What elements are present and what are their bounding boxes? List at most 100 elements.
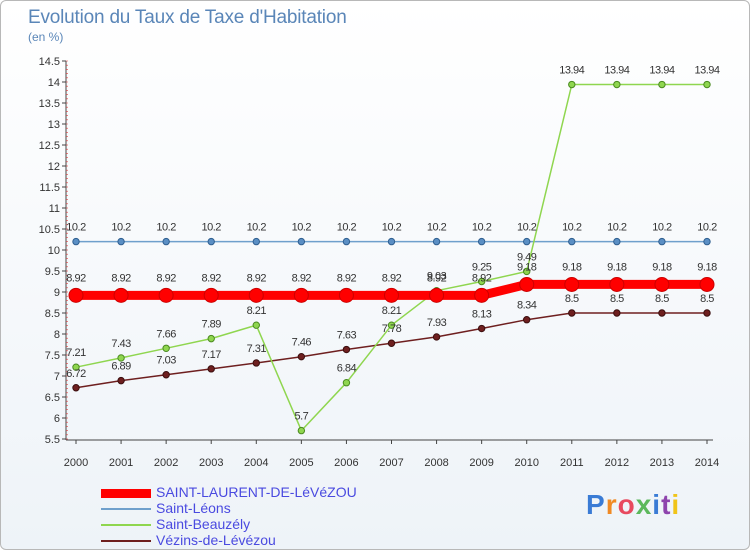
data-point-saint-laurent [474, 287, 490, 303]
legend-swatch-saint-laurent [101, 489, 151, 498]
y-tick-label: 10.5 [39, 224, 60, 236]
data-label-vezins: 8.34 [517, 300, 537, 312]
y-tick-label: 5.5 [45, 434, 60, 446]
data-point-saint-laurent [564, 276, 580, 292]
data-point-saint-beauzely [703, 80, 711, 89]
x-tick-label: 2001 [109, 457, 133, 469]
data-point-saint-beauzely [342, 379, 351, 387]
data-point-vezins [342, 345, 351, 354]
data-label-vezins: 8.5 [700, 293, 714, 305]
data-label-saint-laurent: 8.92 [382, 272, 402, 284]
data-label-saint-leons: 10.2 [427, 222, 447, 234]
data-label-saint-beauzely: 13.94 [694, 65, 719, 77]
data-label-saint-leons: 10.2 [697, 222, 717, 234]
legend-item-saint-leons: Saint-Léons [101, 500, 401, 517]
data-label-saint-leons: 10.2 [337, 222, 357, 234]
x-tick-label: 2007 [379, 457, 403, 469]
data-point-saint-laurent [384, 287, 399, 303]
data-label-saint-laurent: 9.18 [517, 261, 537, 273]
data-point-saint-beauzely [523, 267, 531, 276]
x-tick-label: 2012 [605, 457, 629, 469]
legend-label-vezins: Vézins-de-Lévézou [156, 532, 276, 548]
data-label-saint-leons: 10.2 [382, 222, 402, 234]
legend-swatch-saint-leons [101, 508, 151, 510]
data-label-saint-leons: 10.2 [156, 222, 176, 234]
data-label-saint-leons: 10.2 [292, 222, 312, 234]
data-point-saint-leons [477, 237, 486, 246]
data-point-vezins [613, 309, 621, 317]
data-point-saint-beauzely [162, 344, 170, 352]
data-label-saint-laurent: 9.18 [562, 261, 582, 273]
data-label-vezins: 7.03 [156, 355, 176, 367]
data-point-vezins [477, 324, 486, 333]
x-tick-label: 2014 [695, 457, 719, 469]
data-point-vezins [207, 365, 215, 373]
data-point-saint-laurent [68, 287, 84, 303]
data-point-saint-beauzely [477, 277, 486, 286]
y-tick-label: 13.5 [39, 98, 60, 110]
data-point-vezins [523, 316, 531, 324]
data-label-saint-leons: 10.2 [607, 222, 627, 234]
data-point-saint-beauzely [658, 80, 666, 89]
y-tick-label: 11 [49, 203, 60, 215]
data-label-saint-laurent: 8.92 [66, 272, 86, 284]
data-point-saint-laurent [429, 287, 445, 303]
data-label-saint-leons: 10.2 [202, 222, 222, 234]
x-tick-label: 2002 [154, 457, 178, 469]
y-tick-label: 10 [48, 245, 60, 257]
data-label-saint-leons: 10.2 [66, 222, 86, 234]
data-point-saint-laurent [248, 287, 264, 303]
data-point-saint-leons [207, 237, 215, 246]
data-point-vezins [117, 376, 125, 385]
data-point-vezins [387, 339, 396, 347]
data-label-saint-laurent: 8.92 [156, 272, 176, 284]
data-label-saint-laurent: 8.92 [111, 272, 131, 284]
data-label-saint-beauzely: 7.66 [156, 328, 176, 340]
data-label-saint-laurent: 8.92 [202, 272, 222, 284]
data-point-saint-beauzely [117, 354, 125, 362]
data-label-saint-leons: 10.2 [247, 222, 267, 234]
data-label-saint-beauzely: 13.94 [604, 65, 629, 77]
data-point-vezins [568, 309, 576, 317]
y-tick-label: 6 [54, 413, 60, 425]
data-label-saint-laurent: 9.18 [607, 261, 627, 273]
data-point-saint-laurent [654, 276, 670, 292]
data-label-saint-beauzely: 9.03 [427, 271, 447, 283]
data-point-saint-beauzely [72, 363, 80, 371]
data-point-saint-laurent [203, 287, 219, 303]
data-point-saint-leons [117, 237, 125, 246]
y-tick-label: 11.5 [39, 182, 60, 194]
x-tick-label: 2006 [334, 457, 358, 469]
y-tick-label: 7.5 [45, 350, 60, 362]
data-point-saint-beauzely [207, 334, 215, 343]
x-tick-label: 2011 [560, 457, 584, 469]
data-point-saint-leons [72, 237, 80, 246]
data-label-saint-beauzely: 13.94 [649, 65, 674, 77]
y-tick-label: 14 [48, 77, 60, 89]
data-point-vezins [252, 359, 260, 367]
data-point-saint-laurent [293, 287, 309, 303]
data-label-vezins: 7.31 [247, 343, 267, 355]
data-point-saint-beauzely [297, 426, 306, 435]
y-tick-label: 6.5 [45, 392, 60, 404]
y-tick-label: 8 [54, 329, 60, 341]
data-point-saint-leons [523, 237, 531, 246]
data-point-saint-leons [342, 237, 351, 246]
line-chart: 5.5 6 6.5 7 7.5 8 8.5 9 9.5 10 10.5 11 11.5 12 12.5 13 1… [39, 56, 721, 469]
data-label-saint-beauzely: 9.25 [472, 262, 492, 274]
x-tick-label: 2013 [650, 457, 674, 469]
data-label-vezins: 7.63 [337, 330, 357, 342]
legend-swatch-saint-beauzely [101, 524, 151, 526]
legend-label-saint-laurent: SAINT-LAURENT-DE-LéVéZOU [156, 484, 357, 500]
data-label-vezins: 7.46 [292, 337, 312, 349]
data-label-saint-beauzely: 9.49 [517, 251, 537, 263]
x-tick-label: 2000 [64, 457, 88, 469]
data-point-saint-laurent [338, 287, 354, 303]
x-tick-label: 2010 [514, 457, 538, 469]
data-label-saint-beauzely: 7.21 [66, 347, 86, 359]
data-point-saint-beauzely [387, 321, 396, 329]
y-tick-label: 12 [48, 161, 60, 173]
legend-item-saint-beauzely: Saint-Beauzély [101, 516, 401, 533]
data-label-saint-beauzely: 7.89 [202, 319, 222, 331]
data-label-saint-beauzely: 13.94 [559, 65, 584, 77]
